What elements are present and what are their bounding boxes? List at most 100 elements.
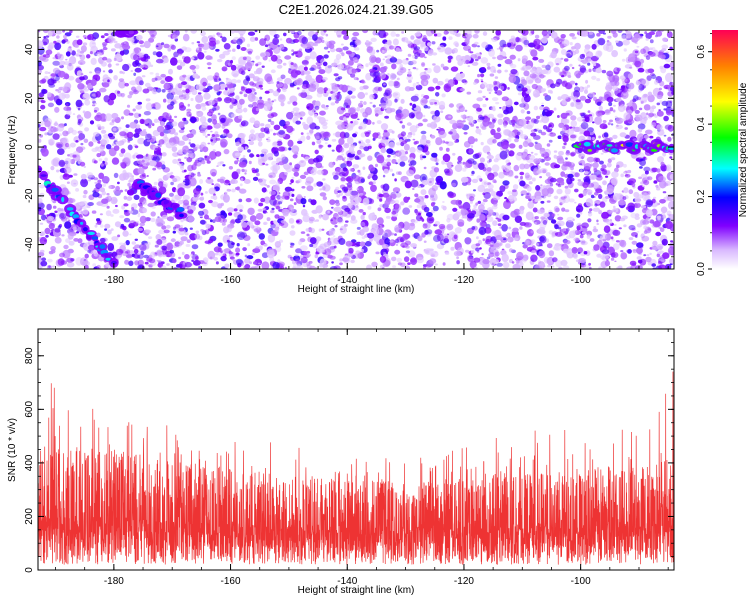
heatmap-cell (89, 51, 93, 55)
heatmap-cell (288, 67, 292, 71)
heatmap-cell (68, 46, 72, 49)
heatmap-cell (561, 94, 569, 100)
heatmap-cell (39, 236, 48, 245)
heatmap-cell (396, 257, 403, 263)
heatmap-cell (662, 214, 666, 219)
heatmap-cell (394, 178, 397, 182)
heatmap-cell (629, 260, 637, 266)
heatmap-cell (359, 192, 364, 196)
heatmap-cell (648, 51, 656, 57)
heatmap-cell (239, 209, 243, 213)
heatmap-cell (144, 82, 151, 88)
heatmap-cell (438, 130, 447, 139)
heatmap-cell (499, 185, 506, 193)
heatmap-cell (417, 122, 424, 127)
heatmap-cell (574, 42, 581, 50)
heatmap-cell (505, 234, 510, 237)
heatmap-cell (416, 82, 420, 84)
heatmap-cell (84, 127, 90, 132)
heatmap-cell (288, 218, 295, 224)
heatmap-cell (480, 141, 484, 146)
heatmap-cell (94, 224, 98, 228)
heatmap-cell (477, 45, 480, 48)
heatmap-cell (423, 104, 428, 109)
heatmap-cell (233, 208, 238, 212)
heatmap-cell (200, 192, 204, 196)
heatmap-cell (423, 81, 427, 86)
heatmap-cell (359, 100, 363, 103)
heatmap-cell (627, 73, 634, 80)
heatmap-cell (308, 254, 311, 257)
heatmap-cell (391, 210, 397, 215)
heatmap-cell (370, 37, 377, 42)
heatmap-cell (423, 240, 427, 243)
heatmap-cell (414, 56, 418, 60)
heatmap-cell (270, 195, 276, 201)
heatmap-cell (434, 159, 438, 163)
heatmap-cell (111, 119, 115, 123)
heatmap-cell (111, 157, 120, 165)
heatmap-cell (129, 121, 137, 129)
heatmap-cell (541, 37, 548, 44)
heatmap-cell (509, 54, 516, 60)
heatmap-cell (495, 30, 501, 36)
heatmap-cell (197, 92, 202, 95)
heatmap-cell (525, 156, 530, 161)
heatmap-cell (182, 194, 190, 201)
heatmap-cell (195, 103, 202, 110)
heatmap-cell (306, 135, 311, 140)
heatmap-cell (257, 262, 261, 265)
heatmap-cell (226, 227, 232, 233)
heatmap-cell (439, 181, 447, 190)
heatmap-cell (291, 176, 295, 179)
heatmap-cell (231, 78, 238, 85)
heatmap-cell (497, 69, 502, 74)
heatmap-cell (658, 264, 666, 269)
heatmap-cell (580, 169, 583, 173)
heatmap-cell (323, 87, 328, 92)
heatmap-cell (291, 145, 300, 154)
heatmap-cell (655, 173, 664, 183)
heatmap-cell (526, 185, 532, 192)
heatmap-cell (191, 164, 197, 171)
heatmap-cell (496, 190, 503, 197)
heatmap-cell (221, 222, 226, 226)
heatmap-cell (638, 176, 643, 180)
heatmap-cell (475, 128, 482, 134)
heatmap-cell (610, 123, 614, 126)
heatmap-cell (338, 171, 346, 177)
heatmap-cell (309, 129, 314, 134)
heatmap-cell (131, 241, 136, 245)
heatmap-cell (236, 79, 241, 83)
heatmap-cell (300, 132, 304, 135)
heatmap-cell (423, 206, 430, 213)
heatmap-cell (196, 47, 200, 51)
heatmap-cell (504, 58, 513, 65)
heatmap-cell (252, 77, 257, 80)
heatmap-cell (324, 142, 328, 145)
heatmap-cell (313, 43, 319, 47)
heatmap-cell (405, 250, 411, 254)
heatmap-cell (430, 134, 436, 139)
heatmap-cell (155, 103, 162, 110)
heatmap-cell (621, 215, 628, 220)
heatmap-cell (448, 131, 453, 135)
heatmap-cell (414, 52, 421, 58)
heatmap-cell (659, 65, 664, 70)
heatmap-cell (360, 108, 366, 114)
heatmap-cell (622, 39, 630, 46)
heatmap-cell (436, 128, 439, 131)
heatmap-cell (258, 245, 263, 251)
heatmap-cell (45, 49, 53, 55)
heatmap-cell (568, 198, 575, 203)
heatmap-cell (242, 247, 247, 252)
heatmap-cell (620, 105, 623, 108)
heatmap-cell (230, 59, 233, 64)
heatmap-cell (589, 208, 593, 212)
heatmap-cell (570, 120, 577, 128)
heatmap-cell (335, 218, 344, 224)
heatmap-cell (623, 48, 627, 52)
heatmap-cell (364, 234, 368, 238)
heatmap-cell (640, 48, 646, 55)
heatmap-cell (195, 230, 199, 234)
